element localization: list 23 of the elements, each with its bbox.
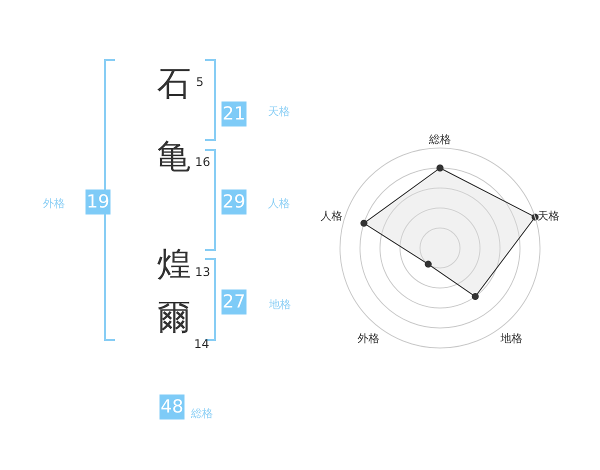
text: 総格 (190, 407, 213, 420)
text: 地格 (268, 298, 291, 311)
text: 13 (195, 265, 210, 279)
spoke-label: 天格 (538, 209, 560, 222)
text: 人格 (268, 197, 290, 210)
text: 5 (196, 75, 204, 89)
category-label: 亀 (157, 137, 191, 177)
text: 16 (195, 155, 210, 169)
category-label: 爾 (157, 298, 191, 338)
spoke-label: 外格 (358, 332, 380, 346)
spoke-label: 人格 (320, 209, 342, 222)
text: 天格 (268, 105, 290, 118)
spoke-label: 地格 (499, 332, 522, 346)
category-label: 煌 (157, 245, 191, 285)
text: 19 (86, 192, 110, 212)
text: 48 (160, 396, 184, 418)
category-label: 石 (157, 64, 191, 104)
text: 27 (222, 292, 246, 312)
text: 14 (194, 337, 210, 351)
text: 29 (222, 192, 246, 212)
text: 外格 (43, 197, 65, 210)
text: 21 (222, 104, 246, 124)
spoke-label: 総格 (428, 133, 451, 146)
